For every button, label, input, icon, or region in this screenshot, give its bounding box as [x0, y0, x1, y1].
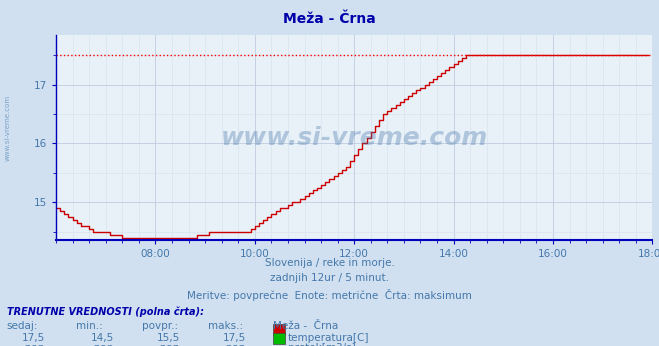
Text: Slovenija / reke in morje.: Slovenija / reke in morje.: [264, 258, 395, 268]
Text: -nan: -nan: [156, 343, 180, 346]
Text: maks.:: maks.:: [208, 321, 243, 331]
Text: -nan: -nan: [222, 343, 246, 346]
Text: 17,5: 17,5: [222, 333, 246, 343]
Text: 15,5: 15,5: [156, 333, 180, 343]
Text: povpr.:: povpr.:: [142, 321, 178, 331]
Text: Meža - Črna: Meža - Črna: [283, 12, 376, 26]
Text: www.si-vreme.com: www.si-vreme.com: [221, 126, 488, 149]
Text: 17,5: 17,5: [21, 333, 45, 343]
Text: -nan: -nan: [21, 343, 45, 346]
Text: sedaj:: sedaj:: [7, 321, 38, 331]
Text: Meža -  Črna: Meža - Črna: [273, 321, 339, 331]
Text: pretok[m3/s]: pretok[m3/s]: [288, 343, 356, 346]
Text: www.si-vreme.com: www.si-vreme.com: [5, 95, 11, 161]
Text: min.:: min.:: [76, 321, 103, 331]
Text: temperatura[C]: temperatura[C]: [288, 333, 370, 343]
Text: zadnjih 12ur / 5 minut.: zadnjih 12ur / 5 minut.: [270, 273, 389, 283]
Text: TRENUTNE VREDNOSTI (polna črta):: TRENUTNE VREDNOSTI (polna črta):: [7, 306, 204, 317]
Text: 14,5: 14,5: [90, 333, 114, 343]
Text: Meritve: povprečne  Enote: metrične  Črta: maksimum: Meritve: povprečne Enote: metrične Črta:…: [187, 289, 472, 301]
Text: -nan: -nan: [90, 343, 114, 346]
